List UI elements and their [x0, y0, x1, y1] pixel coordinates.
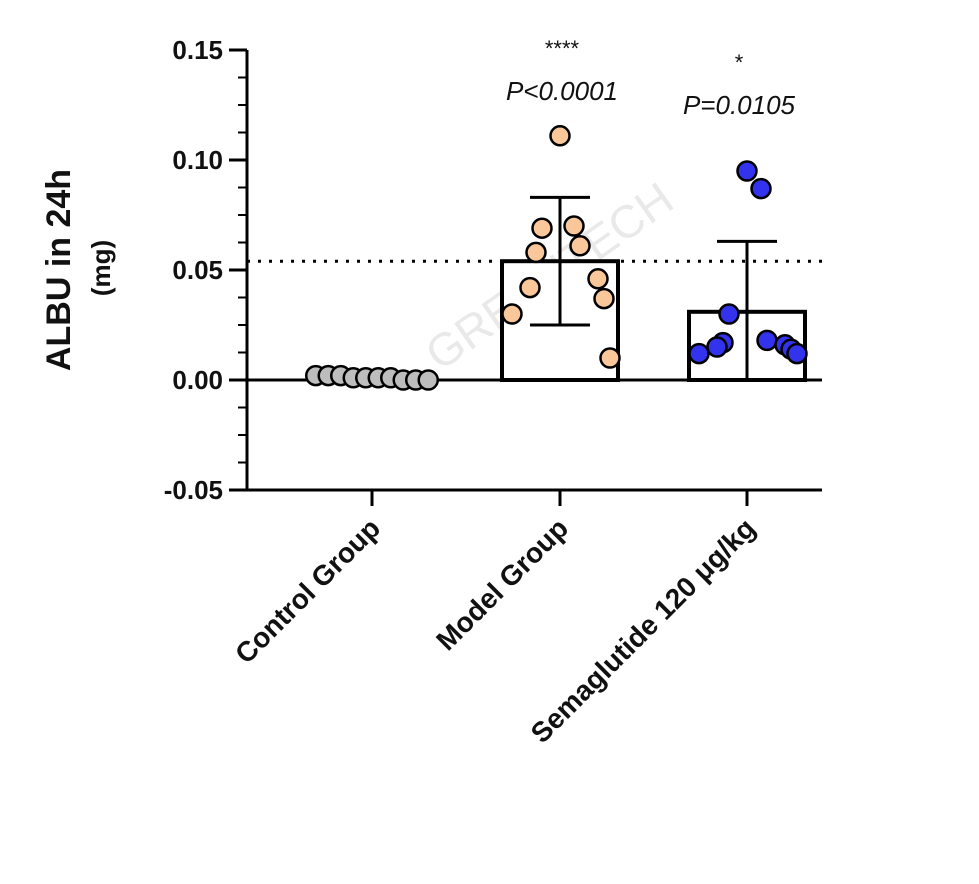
significance-stars: * — [735, 50, 744, 75]
data-point — [587, 268, 609, 290]
data-point — [563, 215, 585, 237]
x-category-label: Control Group — [229, 512, 386, 669]
data-point — [549, 125, 571, 147]
data-point — [750, 177, 772, 200]
data-point — [736, 160, 758, 182]
data-point — [599, 347, 621, 369]
y-axis-title: ALBU in 24h — [40, 169, 78, 371]
y-tick-label: 0.10 — [172, 145, 223, 175]
data-point — [718, 303, 740, 325]
data-point — [593, 287, 615, 310]
significance-stars: **** — [545, 36, 580, 61]
p-value-label: P=0.0105 — [683, 90, 796, 120]
data-point — [417, 369, 439, 391]
y-tick-label: 0.05 — [172, 255, 223, 285]
y-tick-label: -0.05 — [164, 475, 223, 505]
data-point — [786, 342, 808, 365]
data-point — [531, 217, 553, 239]
x-category-label: Model Group — [430, 512, 574, 656]
data-point — [756, 329, 778, 352]
data-point — [501, 303, 523, 325]
data-point — [688, 342, 710, 365]
data-point — [525, 241, 547, 264]
y-axis-unit: (mg) — [86, 240, 116, 296]
p-value-label: P<0.0001 — [506, 76, 618, 106]
data-point — [569, 235, 591, 257]
y-tick-label: 0.15 — [172, 35, 223, 65]
data-point — [706, 336, 728, 358]
y-tick-label: 0.00 — [172, 365, 223, 395]
data-point — [519, 276, 541, 299]
